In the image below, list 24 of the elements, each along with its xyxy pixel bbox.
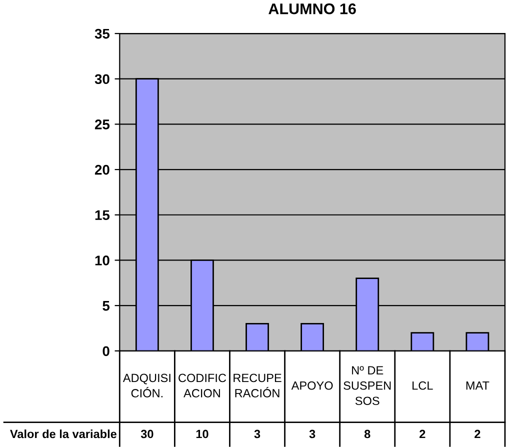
data-label: 30 [140, 430, 154, 438]
y-tick-label: 0 [102, 346, 110, 356]
text: Valor de la variable [10, 429, 117, 438]
data-label: 2 [420, 430, 426, 438]
x-tick-label: APOYO [291, 381, 333, 390]
data-label: 2 [474, 430, 480, 438]
y-tick-label: 15 [95, 210, 110, 220]
data-label: 3 [254, 430, 260, 438]
x-tick-label: RECUPE RACIÓN [234, 374, 282, 398]
x-tick-label: LCL [412, 381, 433, 390]
x-tick-label: Nº DE SUSPEN SOS [344, 366, 391, 406]
x-tick-label: MAT [466, 382, 490, 390]
data-label: 3 [309, 430, 316, 438]
chart-title: ALUMNO 16 [268, 3, 356, 14]
y-tick-label: 35 [94, 28, 110, 39]
x-tick-label: CODIFIC ACION [178, 374, 226, 398]
y-tick-label: 25 [94, 120, 110, 130]
y-tick-label: 10 [95, 256, 110, 266]
y-tick-label: 30 [94, 74, 110, 84]
y-tick-label: 20 [94, 164, 110, 175]
y-tick-label: 5 [102, 301, 110, 311]
data-label: 10 [196, 430, 208, 438]
data-label: 8 [364, 430, 370, 438]
x-tick-label: ADQUISI CIÓN. [122, 374, 170, 398]
